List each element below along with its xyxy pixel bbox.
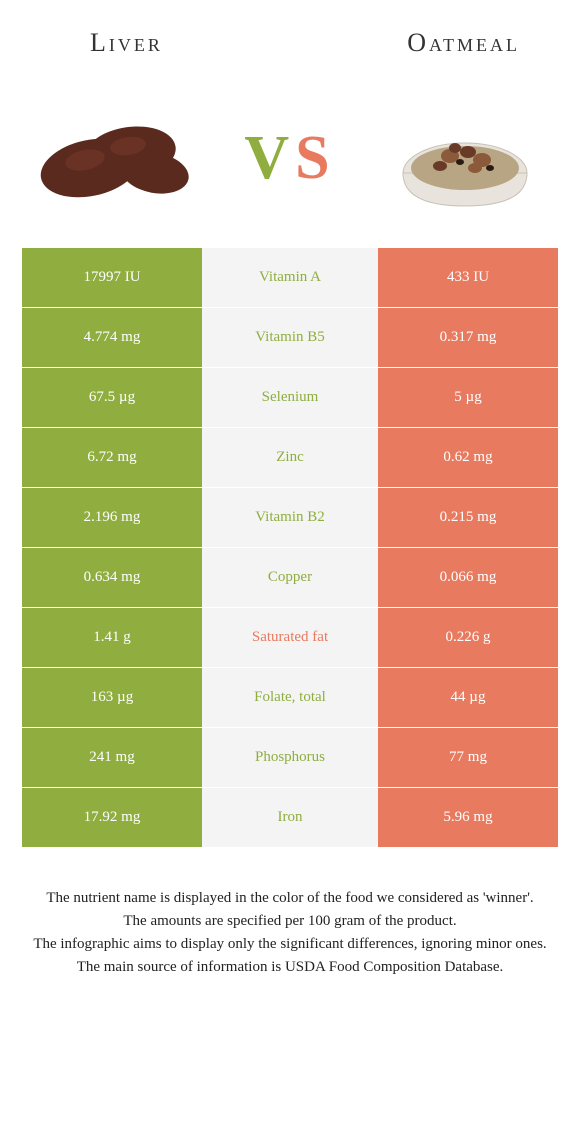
nutrient-name-cell: Vitamin A	[202, 248, 378, 307]
liver-image	[30, 98, 200, 218]
nutrient-name-cell: Folate, total	[202, 668, 378, 727]
right-value-cell: 433 IU	[378, 248, 558, 307]
footer-line: The infographic aims to display only the…	[30, 934, 550, 955]
oatmeal-image	[380, 98, 550, 218]
nutrient-row: 163 µgFolate, total44 µg	[22, 668, 558, 727]
right-value-cell: 0.226 g	[378, 608, 558, 667]
left-value-cell: 163 µg	[22, 668, 202, 727]
left-value-cell: 1.41 g	[22, 608, 202, 667]
nutrient-row: 0.634 mgCopper0.066 mg	[22, 548, 558, 607]
nutrient-name-cell: Vitamin B2	[202, 488, 378, 547]
left-value-cell: 241 mg	[22, 728, 202, 787]
right-value-cell: 44 µg	[378, 668, 558, 727]
vs-s: S	[295, 123, 335, 194]
nutrient-row: 17997 IUVitamin A433 IU	[22, 248, 558, 307]
nutrient-row: 17.92 mgIron5.96 mg	[22, 788, 558, 847]
right-value-cell: 0.066 mg	[378, 548, 558, 607]
left-value-cell: 17.92 mg	[22, 788, 202, 847]
nutrient-table: 17997 IUVitamin A433 IU4.774 mgVitamin B…	[0, 248, 580, 847]
vs-label: VS	[244, 123, 335, 194]
nutrient-row: 2.196 mgVitamin B20.215 mg	[22, 488, 558, 547]
right-food-title: Oatmeal	[407, 28, 520, 58]
right-value-cell: 0.215 mg	[378, 488, 558, 547]
left-food-title: Liver	[90, 28, 163, 58]
footer-notes: The nutrient name is displayed in the co…	[0, 848, 580, 978]
header: Liver Oatmeal	[0, 0, 580, 58]
nutrient-name-cell: Phosphorus	[202, 728, 378, 787]
nutrient-name-cell: Vitamin B5	[202, 308, 378, 367]
right-value-cell: 77 mg	[378, 728, 558, 787]
footer-line: The amounts are specified per 100 gram o…	[30, 911, 550, 932]
nutrient-name-cell: Zinc	[202, 428, 378, 487]
left-value-cell: 4.774 mg	[22, 308, 202, 367]
left-value-cell: 2.196 mg	[22, 488, 202, 547]
right-value-cell: 5 µg	[378, 368, 558, 427]
nutrient-name-cell: Iron	[202, 788, 378, 847]
right-value-cell: 0.317 mg	[378, 308, 558, 367]
nutrient-row: 241 mgPhosphorus77 mg	[22, 728, 558, 787]
footer-line: The nutrient name is displayed in the co…	[30, 888, 550, 909]
images-row: VS	[0, 58, 580, 248]
left-value-cell: 67.5 µg	[22, 368, 202, 427]
nutrient-name-cell: Copper	[202, 548, 378, 607]
left-value-cell: 17997 IU	[22, 248, 202, 307]
nutrient-row: 1.41 gSaturated fat0.226 g	[22, 608, 558, 667]
right-value-cell: 5.96 mg	[378, 788, 558, 847]
right-value-cell: 0.62 mg	[378, 428, 558, 487]
vs-v: V	[244, 123, 295, 194]
nutrient-name-cell: Selenium	[202, 368, 378, 427]
nutrient-row: 67.5 µgSelenium5 µg	[22, 368, 558, 427]
nutrient-row: 4.774 mgVitamin B50.317 mg	[22, 308, 558, 367]
left-value-cell: 0.634 mg	[22, 548, 202, 607]
left-value-cell: 6.72 mg	[22, 428, 202, 487]
nutrient-row: 6.72 mgZinc0.62 mg	[22, 428, 558, 487]
nutrient-name-cell: Saturated fat	[202, 608, 378, 667]
footer-line: The main source of information is USDA F…	[30, 957, 550, 978]
